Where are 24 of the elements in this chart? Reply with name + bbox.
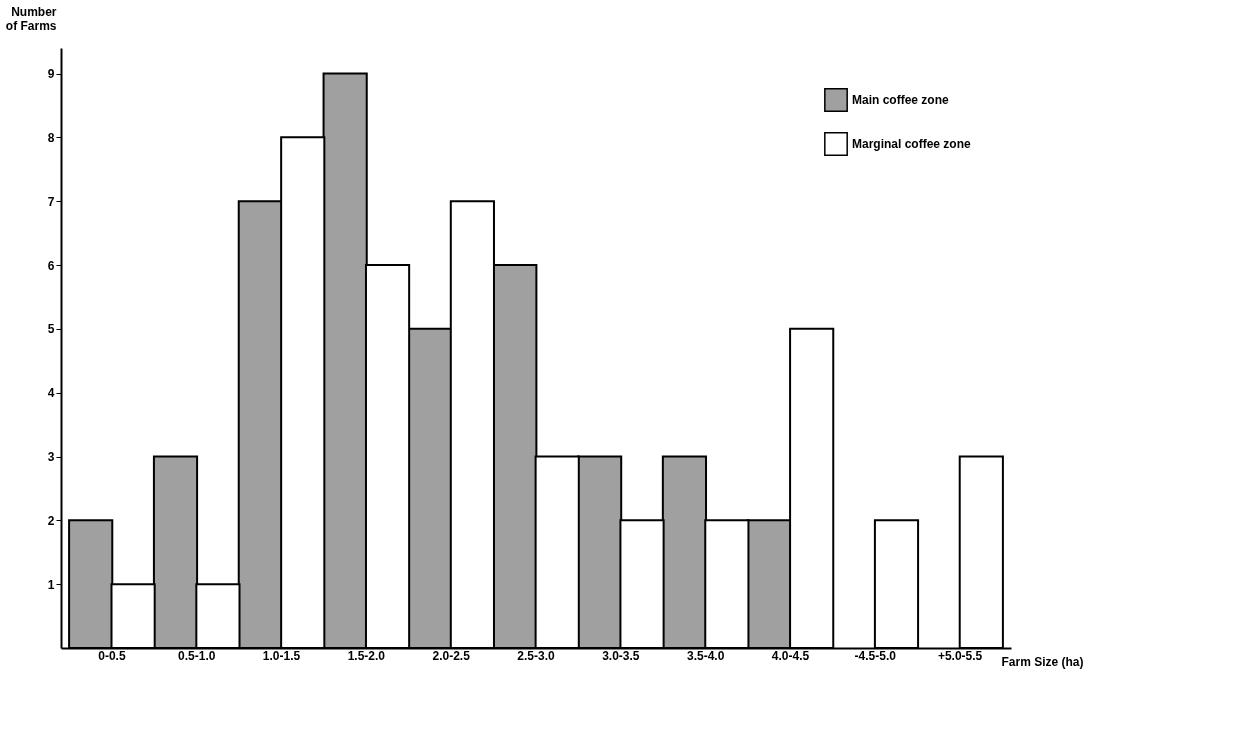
y-tick-label: 9 — [47, 67, 55, 82]
y-tick-label: 3 — [47, 450, 55, 465]
y-tick-label: 5 — [47, 322, 55, 337]
legend-label: Marginal coffee zone — [852, 137, 972, 151]
y-tick-label: 8 — [47, 130, 55, 145]
y-tick-label: 6 — [47, 258, 55, 273]
y-axis-title: Number of Farms — [5, 4, 57, 33]
y-tick-label: 4 — [47, 386, 55, 401]
x-tick-label: +5.0-5.5 — [937, 648, 983, 663]
y-tick-label: 2 — [47, 513, 55, 528]
x-tick-label: 4.0-4.5 — [771, 648, 810, 663]
y-tick-label: 1 — [47, 577, 55, 592]
x-tick-label: 0-0.5 — [98, 648, 126, 663]
x-tick-label: 3.5-4.0 — [686, 648, 725, 663]
x-tick-label: 1.5-2.0 — [347, 648, 386, 663]
x-tick-label: 2.5-3.0 — [517, 648, 556, 663]
x-tick-label: 0.5-1.0 — [178, 648, 216, 663]
y-tick-label: 7 — [47, 194, 55, 209]
legend-label: Main coffee zone — [852, 93, 950, 107]
x-tick-label: 2.0-2.5 — [432, 648, 471, 663]
x-tick-label: 1.0-1.5 — [262, 648, 301, 663]
x-tick-label: 3.0-3.5 — [602, 648, 640, 663]
x-tick-label: -4.5-5.0 — [854, 648, 897, 663]
x-axis-title: Farm Size (ha) — [1001, 654, 1084, 669]
